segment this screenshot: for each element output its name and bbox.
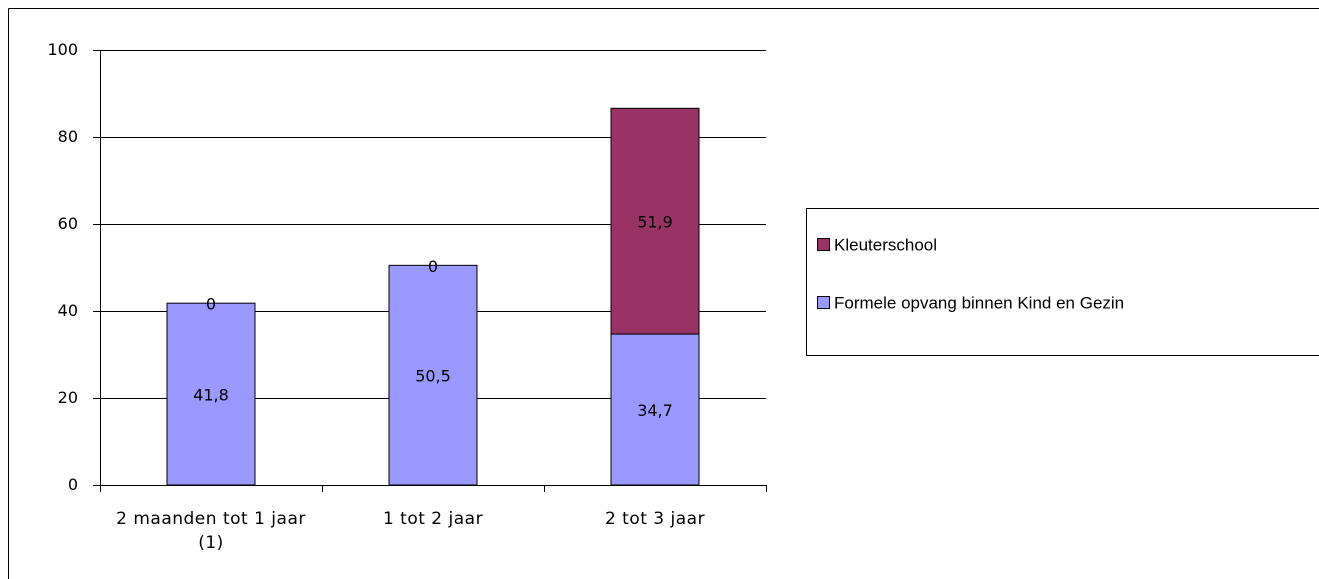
y-tick-label: 100	[47, 40, 78, 59]
legend-swatch	[817, 296, 830, 309]
y-tick-label: 40	[58, 301, 78, 320]
bar	[610, 107, 700, 335]
x-tick-label: 1 tot 2 jaar	[382, 509, 484, 529]
y-tick-label: 80	[58, 127, 78, 146]
bar	[388, 264, 478, 486]
plot: 0 20 40 60 80 100 41,8 0 50,5 0 34,7 51,9	[47, 40, 767, 494]
data-label: 0	[428, 257, 438, 276]
legend-label: Kleuterschool	[834, 235, 937, 254]
legend: Kleuterschool Formele opvang binnen Kind …	[806, 208, 1319, 356]
legend-swatch	[817, 238, 830, 251]
y-tick-label: 20	[58, 388, 78, 407]
data-label: 50,5	[415, 367, 451, 386]
data-label: 51,9	[637, 213, 673, 232]
x-tick-label: 2 tot 3 jaar	[604, 509, 706, 529]
data-label: 41,8	[193, 386, 229, 405]
data-label: 34,7	[637, 401, 673, 420]
bar	[166, 302, 256, 486]
data-label: 0	[206, 295, 216, 314]
legend-label: Formele opvang binnen Kind en Gezin	[834, 293, 1124, 312]
bar	[610, 333, 700, 486]
x-tick-label: 2 maanden tot 1 jaar (1)	[116, 509, 306, 553]
y-tick-label: 60	[58, 214, 78, 233]
legend-box	[806, 208, 1319, 356]
y-tick-label: 0	[68, 475, 78, 494]
